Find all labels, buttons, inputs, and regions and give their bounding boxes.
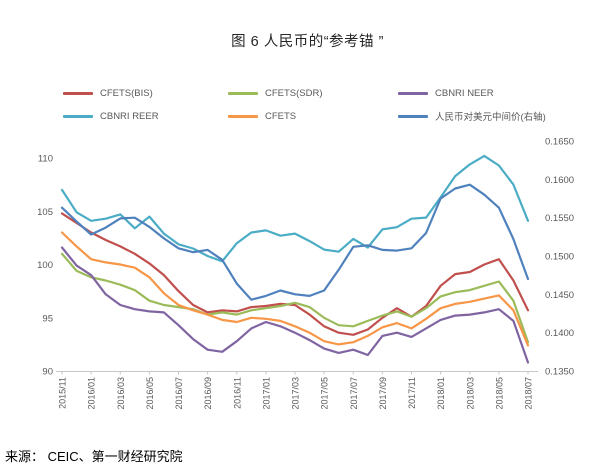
right-axis-tick-label: 0.1450 [545, 290, 574, 301]
source-note: 来源： CEIC、第一财经研究院 [5, 449, 183, 464]
x-axis-tick-label: 2017/09 [378, 377, 388, 410]
x-axis-tick-label: 2016/07 [174, 377, 184, 410]
x-axis-tick-label: 2018/03 [465, 377, 475, 410]
x-axis-tick-label: 2018/07 [524, 377, 534, 410]
left-axis-tick-label: 95 [42, 313, 53, 324]
legend-item-cbnri-neer: CBNRI NEER [398, 87, 494, 99]
series-line [60, 231, 530, 347]
right-axis-tick-label: 0.1500 [545, 252, 574, 263]
series-line [60, 252, 530, 344]
x-axis-tick-label: 2016/03 [116, 377, 126, 410]
series-line [60, 154, 530, 263]
legend-line-swatch [228, 114, 258, 118]
legend-line-swatch [63, 114, 93, 118]
legend-item-usdcny-parity: 人民币对美元中间价(右轴) [398, 110, 546, 123]
x-axis-tick-label: 2017/01 [261, 377, 271, 410]
legend-line-swatch [398, 91, 428, 95]
left-axis-tick-label: 90 [42, 367, 53, 378]
legend-item-label: CFETS(BIS) [100, 87, 153, 99]
legend-item-label: CBNRI NEER [435, 87, 494, 99]
series-line [60, 183, 530, 301]
legend-item-cfets: CFETS [228, 110, 296, 122]
legend-item-cfets-bis: CFETS(BIS) [63, 87, 153, 99]
x-axis-tick-label: 2017/07 [349, 377, 359, 410]
right-axis-tick-label: 0.1600 [545, 175, 574, 186]
legend-item-cfets-sdr: CFETS(SDR) [228, 87, 323, 99]
legend-line-swatch [63, 91, 93, 95]
legend-item-label: CFETS(SDR) [265, 87, 323, 99]
series-line [60, 246, 530, 364]
x-axis-tick-label: 2016/01 [87, 377, 97, 410]
left-axis-tick-label: 110 [38, 154, 53, 165]
left-axis-tick-label: 105 [37, 207, 53, 218]
left-axis-tick-label: 100 [37, 260, 53, 271]
right-axis-tick-label: 0.1350 [545, 367, 574, 378]
x-axis-tick-label: 2017/11 [407, 377, 417, 409]
legend-line-swatch [228, 91, 258, 95]
x-axis-tick-label: 2017/03 [291, 377, 301, 410]
x-axis-tick-label: 2015/11 [58, 377, 68, 409]
right-axis-tick-label: 0.1650 [545, 137, 574, 148]
x-axis-tick-label: 2016/05 [145, 377, 155, 410]
right-axis-tick-label: 0.1400 [545, 328, 574, 339]
legend-item-label: CFETS [265, 110, 297, 122]
right-axis-tick-label: 0.1550 [545, 213, 574, 224]
x-axis-tick-label: 2018/01 [436, 377, 446, 410]
x-axis-tick-label: 2017/05 [320, 377, 330, 410]
legend-item-label: 人民币对美元中间价(右轴) [435, 112, 546, 123]
legend-item-label: CBNRI REER [100, 110, 159, 122]
x-axis-tick-label: 2016/11 [232, 377, 242, 409]
x-axis-tick-label: 2018/05 [494, 377, 504, 410]
legend-line-swatch [398, 114, 428, 118]
chart-title: 图 6 人民币的“参考锚 ” [231, 34, 384, 50]
series-line [60, 212, 530, 336]
legend-item-cbnri-reer: CBNRI REER [63, 110, 159, 122]
x-axis-tick-label: 2016/09 [203, 377, 213, 410]
